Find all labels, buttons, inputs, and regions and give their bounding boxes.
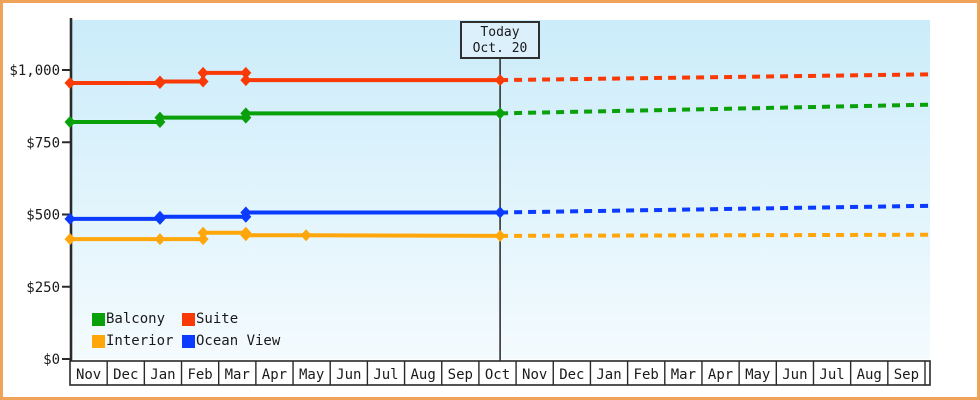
- month-label: Dec: [113, 367, 138, 383]
- y-tick-label: $1,000: [9, 63, 60, 79]
- price-point-marker-suite: [197, 66, 209, 79]
- month-label: Aug: [411, 367, 436, 383]
- price-point-marker-ocean-view: [154, 210, 166, 223]
- price-point-marker-interior: [494, 229, 506, 242]
- forecast-line-ocean-view: [500, 203, 929, 215]
- legend-label: Ocean View: [196, 333, 281, 349]
- legend: Balcony Suite Interior Ocean View: [92, 308, 280, 352]
- series-line-interior: [70, 230, 501, 242]
- price-point-marker-suite: [154, 75, 166, 88]
- interior-swatch-icon: [92, 334, 105, 348]
- y-tick-label: $0: [43, 352, 60, 368]
- month-label: May: [745, 367, 770, 383]
- forecast-line-suite: [500, 72, 929, 83]
- today-label: Today: [480, 25, 520, 40]
- price-point-marker-interior: [300, 229, 312, 242]
- price-point-marker-interior: [240, 229, 252, 242]
- price-point-marker-suite: [197, 75, 209, 88]
- forecast-line-balcony: [500, 102, 929, 116]
- month-label: Nov: [522, 367, 547, 383]
- legend-item-ocean-view: Ocean View: [182, 330, 280, 352]
- suite-swatch-icon: [182, 312, 195, 326]
- series-line-balcony: [70, 111, 501, 125]
- price-point-marker-interior: [197, 233, 209, 246]
- y-tick-label: $500: [26, 208, 60, 224]
- price-point-marker-ocean-view: [64, 212, 76, 225]
- price-point-marker-suite: [64, 77, 76, 90]
- price-point-marker-suite: [240, 66, 252, 79]
- price-point-marker-suite: [494, 74, 506, 87]
- month-label: Jun: [782, 367, 807, 383]
- legend-item-balcony: Balcony: [92, 308, 182, 330]
- balcony-swatch-icon: [92, 312, 105, 326]
- month-label: Oct: [485, 367, 510, 383]
- month-label: May: [299, 367, 324, 383]
- price-point-marker-interior: [64, 233, 76, 246]
- month-label: Aug: [857, 367, 882, 383]
- price-point-marker-interior: [197, 226, 209, 239]
- legend-item-suite: Suite: [182, 308, 280, 330]
- month-label: Mar: [671, 367, 696, 383]
- price-point-marker-balcony: [240, 107, 252, 120]
- series-line-ocean-view: [70, 210, 501, 221]
- today-marker-box: Today Oct. 20: [460, 21, 540, 59]
- month-label: Feb: [634, 367, 659, 383]
- month-label: Sep: [448, 367, 473, 383]
- price-point-marker-ocean-view: [240, 206, 252, 219]
- month-label: Apr: [262, 367, 287, 383]
- legend-item-interior: Interior: [92, 330, 182, 352]
- price-point-marker-interior: [154, 233, 166, 246]
- month-label: Sep: [894, 367, 919, 383]
- month-label: Jun: [336, 367, 361, 383]
- month-label: Jan: [596, 367, 621, 383]
- legend-label: Suite: [196, 311, 239, 327]
- today-date: Oct. 20: [472, 41, 528, 56]
- price-point-marker-balcony: [154, 111, 166, 124]
- month-label: Jul: [819, 367, 844, 383]
- y-tick-label: $750: [26, 135, 60, 151]
- ocean-view-swatch-icon: [182, 334, 195, 348]
- price-point-marker-ocean-view: [494, 206, 506, 219]
- legend-label: Balcony: [106, 311, 166, 327]
- legend-label: Interior: [106, 333, 174, 349]
- month-label: Mar: [225, 367, 250, 383]
- price-point-marker-suite: [240, 74, 252, 87]
- y-tick-label: $250: [26, 280, 60, 296]
- month-label: Nov: [76, 367, 101, 383]
- forecast-line-interior: [500, 232, 929, 238]
- month-label: Feb: [187, 367, 212, 383]
- month-label: Jul: [373, 367, 398, 383]
- month-label: Apr: [708, 367, 733, 383]
- month-label: Jan: [150, 367, 175, 383]
- price-point-marker-balcony: [494, 107, 506, 120]
- month-label: Dec: [559, 367, 584, 383]
- price-point-marker-balcony: [64, 116, 76, 129]
